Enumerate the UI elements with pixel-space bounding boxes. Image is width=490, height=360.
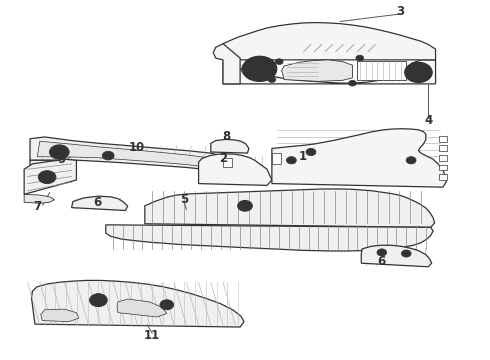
Bar bbox=[222, 158, 232, 167]
Circle shape bbox=[405, 62, 432, 82]
Polygon shape bbox=[72, 196, 128, 211]
Text: 11: 11 bbox=[144, 329, 160, 342]
Bar bbox=[440, 155, 447, 161]
Circle shape bbox=[38, 171, 56, 184]
Polygon shape bbox=[24, 194, 54, 203]
Circle shape bbox=[268, 77, 276, 82]
Polygon shape bbox=[30, 160, 69, 176]
Polygon shape bbox=[223, 23, 436, 60]
Polygon shape bbox=[241, 60, 272, 80]
Circle shape bbox=[348, 80, 356, 86]
Text: 6: 6 bbox=[93, 196, 101, 209]
Polygon shape bbox=[41, 309, 79, 321]
Circle shape bbox=[275, 59, 283, 64]
Circle shape bbox=[238, 201, 252, 211]
Circle shape bbox=[406, 157, 416, 164]
Text: 7: 7 bbox=[33, 200, 41, 213]
Text: 3: 3 bbox=[396, 5, 404, 18]
Circle shape bbox=[49, 145, 69, 159]
Circle shape bbox=[250, 62, 270, 76]
Circle shape bbox=[160, 300, 173, 310]
Bar bbox=[440, 174, 447, 180]
Text: 6: 6 bbox=[378, 255, 386, 268]
Circle shape bbox=[306, 148, 316, 156]
Polygon shape bbox=[37, 141, 216, 168]
Circle shape bbox=[54, 148, 64, 156]
Polygon shape bbox=[213, 44, 240, 84]
Circle shape bbox=[243, 56, 277, 81]
Bar bbox=[272, 153, 281, 164]
Bar bbox=[440, 145, 447, 150]
Polygon shape bbox=[223, 60, 436, 84]
Polygon shape bbox=[31, 280, 244, 327]
Bar bbox=[440, 165, 447, 170]
Polygon shape bbox=[117, 299, 167, 317]
Polygon shape bbox=[106, 225, 433, 251]
Polygon shape bbox=[282, 60, 352, 81]
Circle shape bbox=[356, 55, 364, 61]
Polygon shape bbox=[30, 137, 218, 171]
Bar bbox=[440, 136, 447, 141]
Text: 5: 5 bbox=[180, 193, 188, 206]
Text: 2: 2 bbox=[219, 152, 227, 165]
Polygon shape bbox=[24, 159, 76, 194]
Circle shape bbox=[90, 294, 107, 307]
Circle shape bbox=[287, 157, 296, 164]
Text: 1: 1 bbox=[298, 150, 307, 163]
Bar bbox=[357, 60, 406, 80]
Polygon shape bbox=[145, 189, 435, 227]
Polygon shape bbox=[272, 129, 446, 187]
Polygon shape bbox=[198, 154, 272, 185]
Text: 4: 4 bbox=[424, 114, 432, 127]
Polygon shape bbox=[211, 139, 249, 153]
Circle shape bbox=[102, 151, 114, 160]
Circle shape bbox=[413, 68, 424, 77]
Text: 9: 9 bbox=[58, 153, 66, 166]
Text: 8: 8 bbox=[222, 130, 231, 144]
Circle shape bbox=[377, 249, 387, 256]
Polygon shape bbox=[361, 245, 432, 267]
Text: 10: 10 bbox=[128, 141, 145, 154]
Circle shape bbox=[401, 250, 411, 257]
